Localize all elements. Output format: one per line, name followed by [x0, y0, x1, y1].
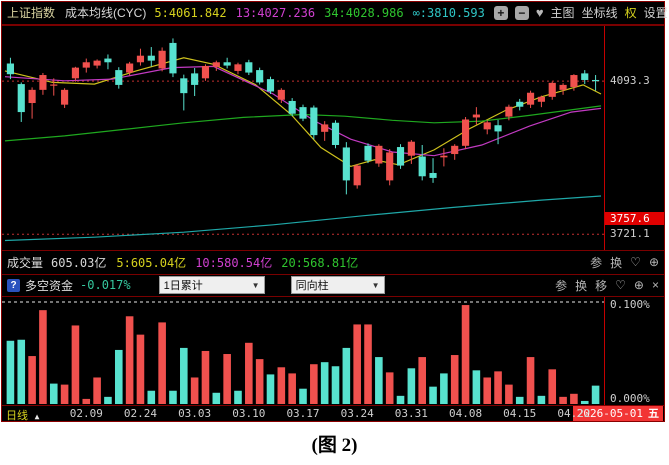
switch-button[interactable]: 换: [575, 278, 588, 293]
magnifier-icon[interactable]: ⊕: [633, 278, 644, 293]
settings-button[interactable]: 设置: [643, 6, 668, 21]
volume-label: 成交量: [7, 255, 44, 270]
date-tick-label: 03.31: [394, 407, 428, 421]
favorite-icon[interactable]: ♥: [535, 5, 544, 21]
percent-axis: 0.100% 0.000%: [604, 296, 664, 406]
rights-adjust-button[interactable]: 权: [624, 6, 637, 21]
cyc5-value: 5:4061.842: [154, 5, 227, 20]
volume-header-row: 成交量 605.03亿 5:605.04亿 10:580.54亿 20:568.…: [2, 251, 664, 275]
indicator-row-controls: 参 换 移 ♡ ⊕ ×: [555, 277, 659, 294]
cyc-inf-value: ∞:3810.593: [412, 5, 485, 20]
date-tick-label: 03.24: [340, 407, 374, 421]
magnifier-icon[interactable]: ⊕: [648, 255, 659, 270]
date-tick-label: 04.08: [448, 407, 483, 421]
price-axis-label: 4093.3: [610, 73, 650, 87]
date-tick-label: 04.22: [557, 407, 591, 421]
price-axis-label: 3757.6: [605, 212, 664, 226]
indicator-bar-chart[interactable]: [2, 297, 604, 405]
bar-style-dropdown[interactable]: 同向柱 ▼: [290, 276, 385, 295]
figure-caption: (图 2): [311, 435, 358, 456]
chevron-down-icon: ▼: [371, 280, 380, 290]
price-axis: 4093.3 3757.6 3721.1: [604, 25, 664, 250]
accumulation-dropdown[interactable]: 1日累计 ▼: [158, 276, 265, 295]
index-title: 上证指数: [7, 6, 56, 21]
main-chart-button[interactable]: 主图: [550, 6, 575, 21]
indicator-bars-panel[interactable]: 0.100% 0.000%: [2, 296, 664, 407]
volume-value: 605.03亿: [51, 255, 107, 270]
chevron-down-icon: ▼: [251, 280, 260, 290]
param-button[interactable]: 参: [555, 278, 568, 293]
cyc34-value: 34:4028.986: [324, 5, 404, 20]
volume-row-controls: 参 换 ♡ ⊕: [590, 254, 659, 271]
period-selector[interactable]: 日线 ▲: [6, 409, 40, 423]
coordinate-line-button[interactable]: 坐标线: [581, 6, 618, 21]
chart-header: 上证指数 成本均线(CYC) 5:4061.842 13:4027.236 34…: [2, 2, 668, 26]
volume-ma5: 5:605.04亿: [116, 255, 187, 270]
help-icon[interactable]: ?: [7, 278, 20, 292]
candlestick-panel[interactable]: 4093.3 3757.6 3721.1: [2, 25, 664, 251]
axis-top-label: 0.100%: [610, 297, 650, 311]
stock-app-window: 上证指数 成本均线(CYC) 5:4061.842 13:4027.236 34…: [1, 1, 668, 423]
param-button[interactable]: 参: [590, 255, 603, 270]
indicator-header-row: ? 多空资金 -0.017% 1日累计 ▼ 同向柱 ▼ 参 换 移 ♡ ⊕ ×: [2, 275, 664, 297]
volume-ma10: 10:580.54亿: [195, 255, 273, 270]
date-tick-label: 04.15: [503, 407, 537, 421]
indicator-name[interactable]: 成本均线(CYC): [65, 6, 147, 21]
current-date-badge: 2026-05-01 五: [572, 406, 663, 422]
zoom-out-icon[interactable]: −: [514, 5, 529, 20]
heart-outline-icon[interactable]: ♡: [630, 255, 641, 270]
date-tick-label: 03.03: [178, 407, 212, 421]
triangle-up-icon: ▲: [34, 412, 40, 422]
zoom-in-icon[interactable]: +: [493, 5, 508, 20]
date-tick-label: 03.10: [232, 407, 266, 421]
price-axis-label: 3721.1: [610, 227, 650, 241]
switch-button[interactable]: 换: [610, 255, 623, 270]
indicator-label: 多空资金: [25, 278, 74, 293]
header-controls: + − ♥ 主图 坐标线 权 设置 ↑: [493, 4, 669, 21]
weekday-label: 五: [648, 407, 659, 421]
indicator-value: -0.017%: [80, 278, 131, 293]
heart-outline-icon[interactable]: ♡: [615, 278, 626, 293]
date-tick-label: 03.17: [286, 407, 320, 421]
cyc13-value: 13:4027.236: [235, 5, 316, 20]
date-axis: 日线 ▲ 2026-05-01 五 02.09 02.24 03.03 03.10 03.…: [2, 406, 664, 423]
move-button[interactable]: 移: [595, 278, 608, 293]
axis-bottom-label: 0.000%: [610, 392, 650, 406]
candlestick-chart[interactable]: [2, 26, 604, 250]
close-icon[interactable]: ×: [651, 278, 659, 293]
date-tick-label: 02.24: [123, 407, 158, 421]
date-tick-label: 02.09: [69, 407, 103, 421]
volume-ma20: 20:568.81亿: [281, 255, 359, 270]
